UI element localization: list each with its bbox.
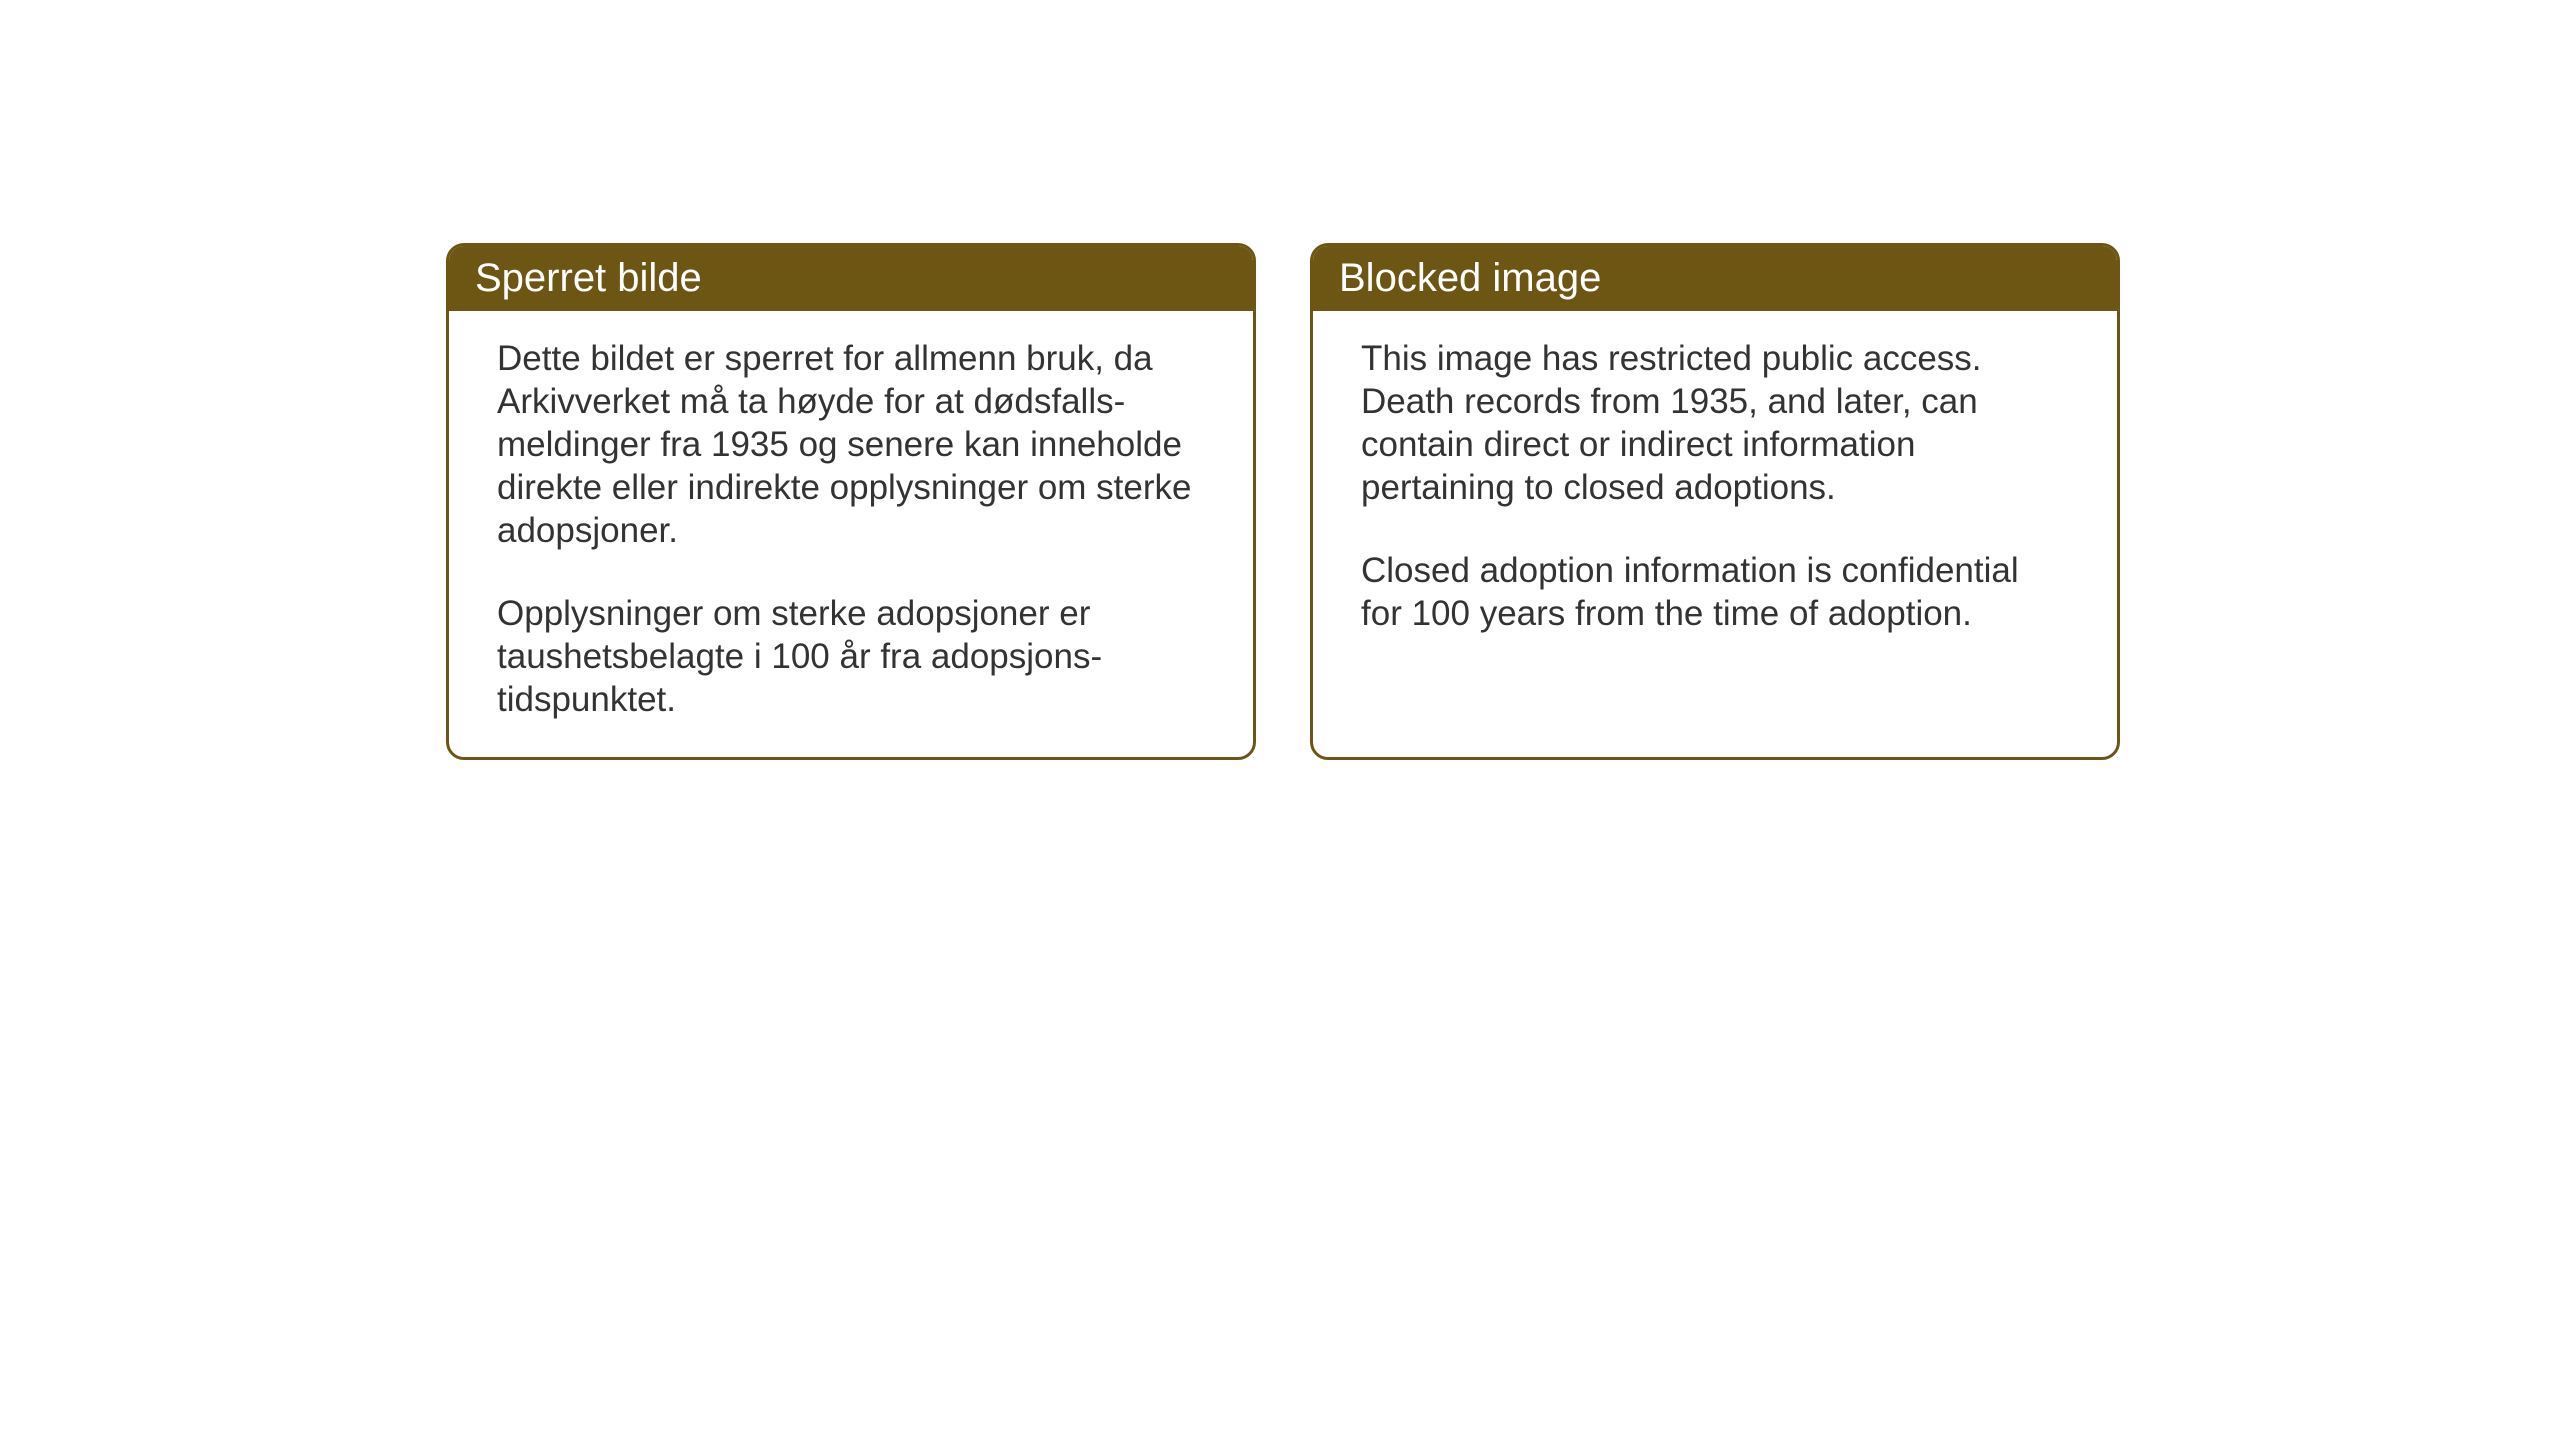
notice-card-norwegian: Sperret bilde Dette bildet er sperret fo… [446, 243, 1256, 760]
card-body-english: This image has restricted public access.… [1313, 311, 2117, 671]
card-header-english: Blocked image [1313, 246, 2117, 311]
card-paragraph-2-english: Closed adoption information is confident… [1361, 549, 2069, 635]
notice-container: Sperret bilde Dette bildet er sperret fo… [446, 243, 2120, 760]
notice-card-english: Blocked image This image has restricted … [1310, 243, 2120, 760]
card-body-norwegian: Dette bildet er sperret for allmenn bruk… [449, 311, 1253, 757]
card-title-norwegian: Sperret bilde [475, 256, 702, 300]
card-paragraph-2-norwegian: Opplysninger om sterke adopsjoner er tau… [497, 592, 1205, 721]
card-title-english: Blocked image [1339, 256, 1601, 300]
card-paragraph-1-norwegian: Dette bildet er sperret for allmenn bruk… [497, 337, 1205, 552]
card-header-norwegian: Sperret bilde [449, 246, 1253, 311]
card-paragraph-1-english: This image has restricted public access.… [1361, 337, 2069, 509]
